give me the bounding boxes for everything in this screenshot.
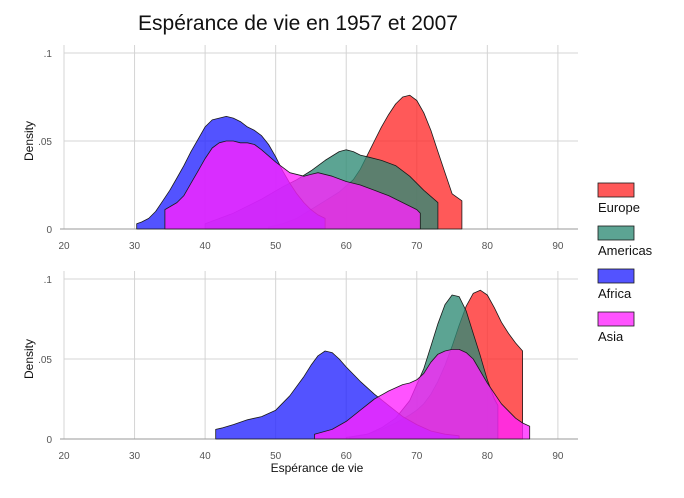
legend-label: Asia bbox=[598, 329, 624, 344]
y-tick-label: .1 bbox=[44, 275, 53, 286]
x-tick-label: 40 bbox=[200, 451, 212, 462]
y-tick-label: .1 bbox=[44, 49, 53, 60]
legend-swatch bbox=[597, 182, 635, 198]
x-tick-label: 30 bbox=[129, 451, 141, 462]
x-tick-label: 20 bbox=[58, 451, 70, 462]
legend-label: Europe bbox=[598, 200, 640, 215]
x-tick-label: 50 bbox=[270, 451, 282, 462]
panels: 0 .05 .1 20 30 40 50 60 70 80 90 Density 0 .05 .1 20 30 4… bbox=[22, 45, 578, 462]
x-tick-label: 50 bbox=[270, 241, 282, 252]
x-tick-label: 60 bbox=[341, 451, 353, 462]
y-axis-label: Density bbox=[22, 339, 36, 379]
x-tick-label: 60 bbox=[341, 241, 353, 252]
x-tick-label: 70 bbox=[411, 241, 423, 252]
x-tick-label: 20 bbox=[58, 241, 70, 252]
legend-label: Americas bbox=[598, 243, 653, 258]
x-tick-label: 80 bbox=[482, 451, 494, 462]
x-tick-label: 90 bbox=[552, 241, 564, 252]
legend-swatch bbox=[597, 268, 635, 284]
x-tick-label: 70 bbox=[411, 451, 423, 462]
x-tick-label: 80 bbox=[482, 241, 494, 252]
x-axis-label: Espérance de vie bbox=[271, 461, 364, 475]
density-area-asia-1957 bbox=[164, 140, 421, 230]
legend-swatch bbox=[597, 225, 635, 241]
y-tick-label: .05 bbox=[38, 355, 52, 366]
legend-swatch bbox=[597, 311, 635, 327]
y-axis-label: Density bbox=[22, 121, 36, 161]
x-tick-label: 90 bbox=[552, 451, 564, 462]
panel-2007: 0 .05 .1 20 30 40 50 60 70 80 90 Density bbox=[22, 271, 578, 462]
y-tick-label: .05 bbox=[38, 137, 52, 148]
legend-item-americas: Americas bbox=[597, 225, 653, 258]
legend-item-europe: Europe bbox=[597, 182, 640, 215]
legend-label: Africa bbox=[598, 286, 632, 301]
chart-title: Espérance de vie en 1957 et 2007 bbox=[138, 12, 458, 35]
x-tick-label: 40 bbox=[200, 241, 212, 252]
y-tick-label: 0 bbox=[46, 225, 52, 236]
density-area-asia-2007 bbox=[314, 349, 531, 440]
legend: Europe Americas Africa Asia bbox=[597, 182, 653, 344]
legend-item-africa: Africa bbox=[597, 268, 635, 301]
panel-1957: 0 .05 .1 20 30 40 50 60 70 80 90 Density bbox=[22, 45, 578, 252]
y-tick-label: 0 bbox=[46, 435, 52, 446]
legend-item-asia: Asia bbox=[597, 311, 635, 344]
x-tick-label: 30 bbox=[129, 241, 141, 252]
